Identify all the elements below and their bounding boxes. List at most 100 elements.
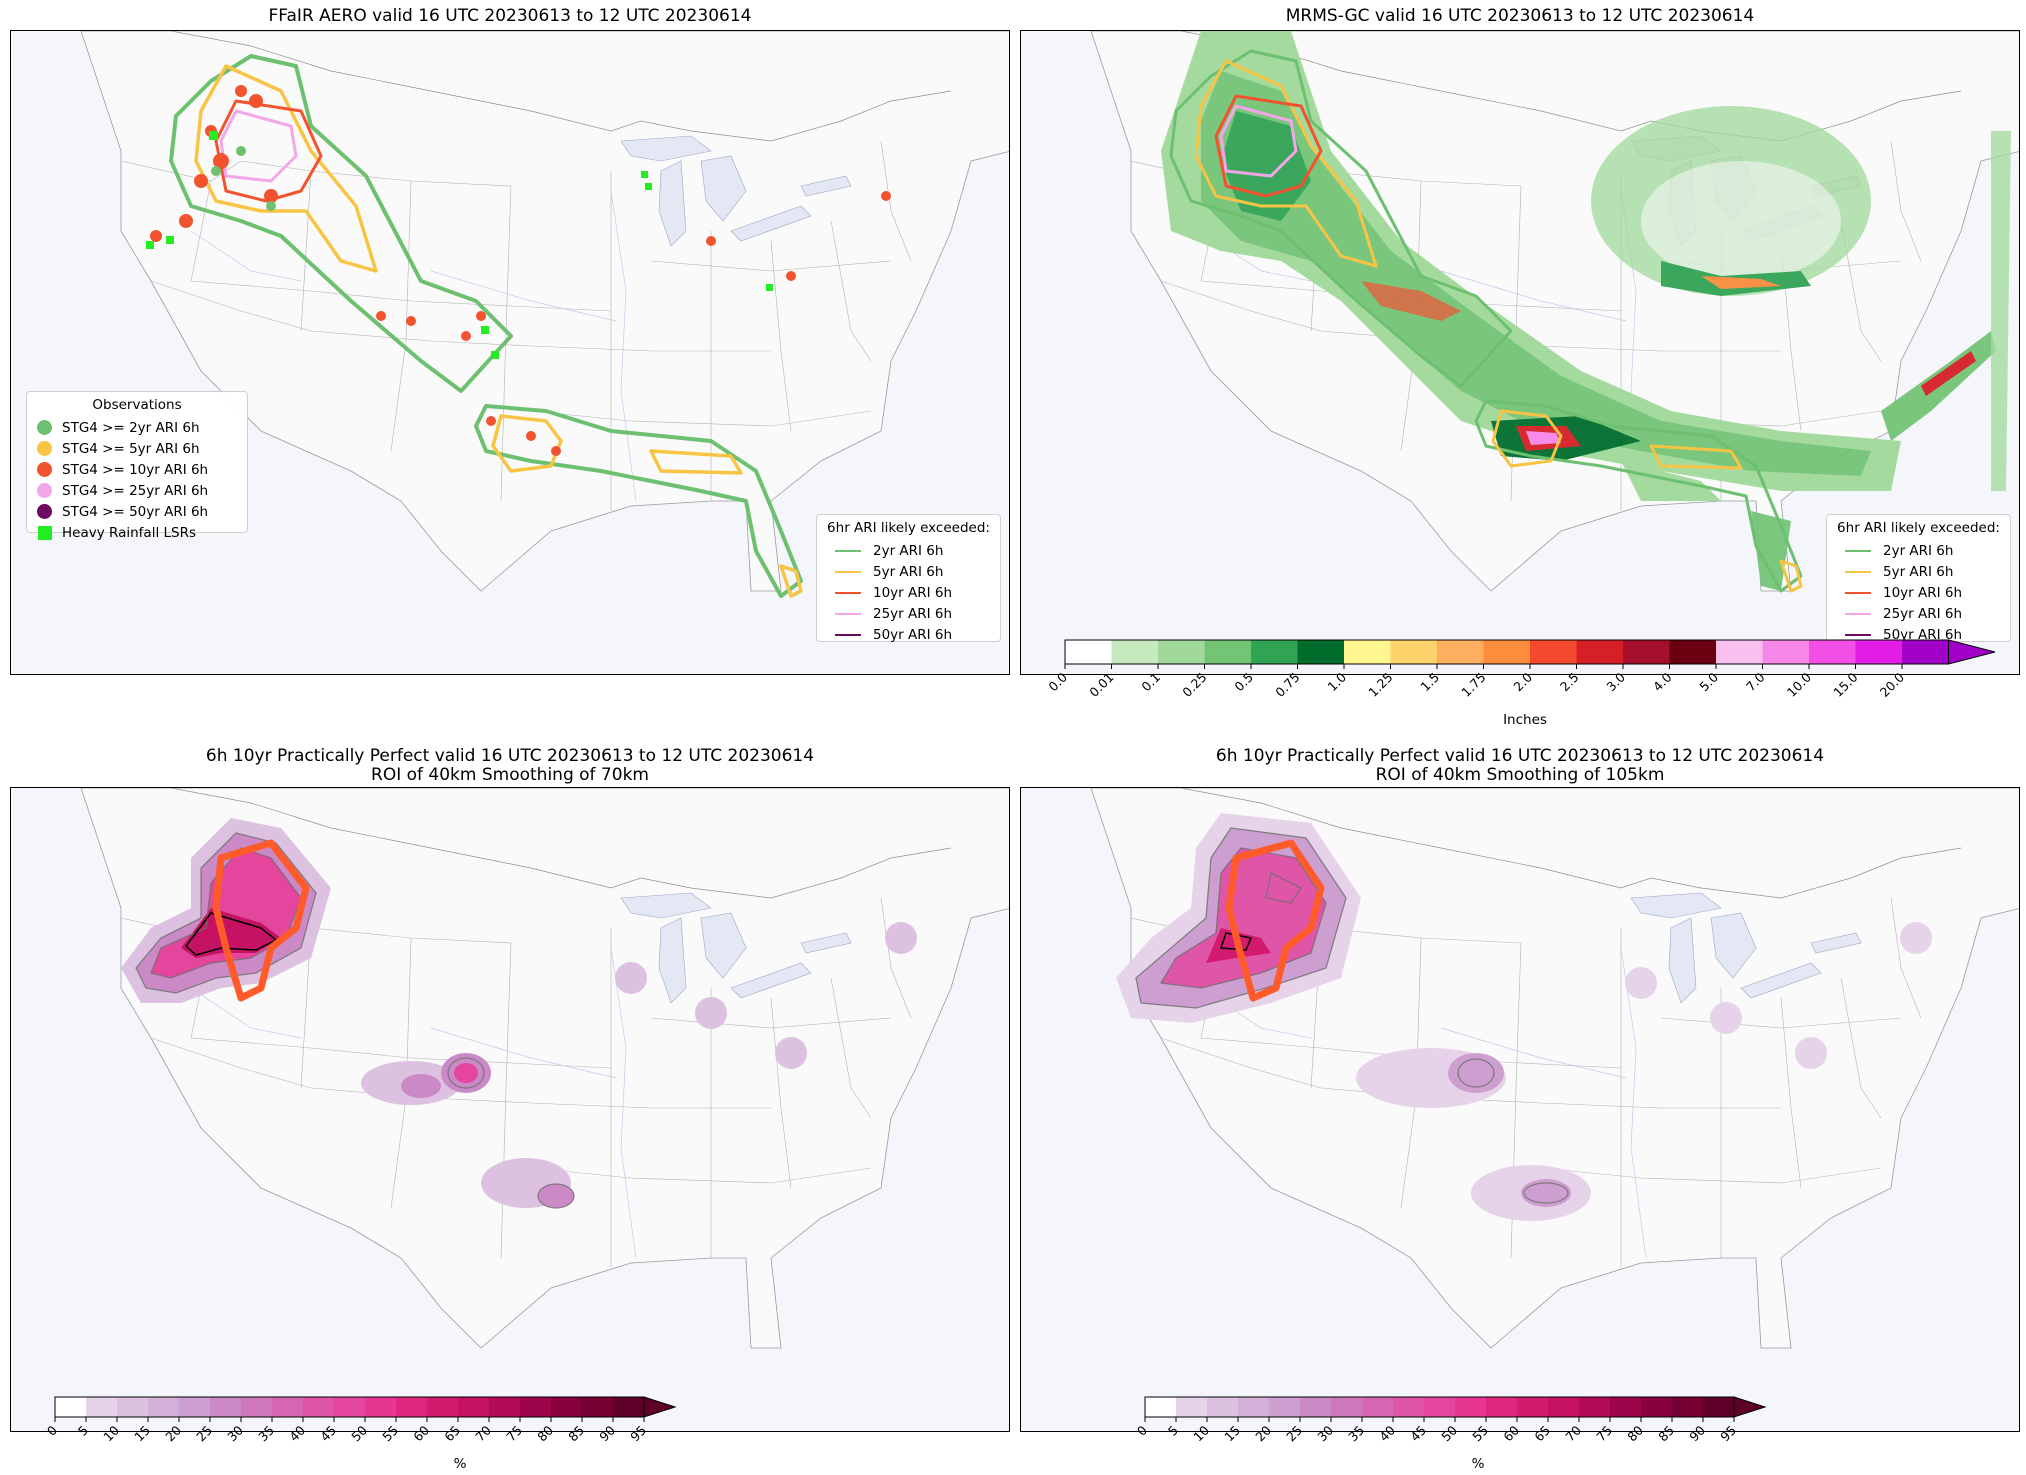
legend-label: STG4 >= 25yr ARI 6h <box>62 482 209 499</box>
colorbar-extend-arrow <box>1733 1396 1767 1418</box>
outlook-10yr-contours <box>1214 94 1323 198</box>
colorbar-segment <box>179 1397 210 1417</box>
obs-10yr-points <box>150 85 891 456</box>
colorbar-tick-label: 15 <box>131 1423 153 1445</box>
circle-icon <box>37 441 52 456</box>
colorbar-tick-label: 1.0 <box>1324 669 1349 694</box>
ari-legend: 6hr ARI likely exceeded: 2yr ARI 6h 5yr … <box>816 514 1001 643</box>
colorbar-tick-label: 75 <box>1593 1423 1615 1445</box>
colorbar-segment <box>1641 1397 1672 1417</box>
colorbar-tick-label: 25 <box>1283 1423 1305 1445</box>
legend-label: 2yr ARI 6h <box>873 542 944 559</box>
colorbar-tick-label: 85 <box>565 1423 587 1445</box>
colorbar-segment <box>1517 1397 1548 1417</box>
colorbar-outline <box>1144 1396 1735 1418</box>
line-icon <box>835 591 861 594</box>
line-icon <box>835 570 861 573</box>
colorbar-segment <box>1207 1397 1238 1417</box>
legend-title: 6hr ARI likely exceeded: <box>1837 520 2000 536</box>
colorbar-segment <box>1703 1397 1734 1417</box>
colorbar-tick-label: 35 <box>255 1423 277 1445</box>
colorbar-segment <box>1297 640 1344 664</box>
colorbar-segment <box>1269 1397 1300 1417</box>
line-icon <box>1845 549 1871 552</box>
colorbar-segment <box>1483 640 1530 664</box>
colorbar-tick-label: 35 <box>1345 1423 1367 1445</box>
map-panel-ffair: Observations STG4 >= 2yr ARI 6h STG4 >= … <box>10 30 1010 675</box>
colorbar-label: % <box>1471 1456 1485 1472</box>
colorbar-segment <box>1437 640 1484 664</box>
line-icon <box>1845 633 1871 636</box>
colorbar-tick-label: 20.0 <box>1877 669 1907 699</box>
colorbar-segment <box>489 1397 520 1417</box>
colorbar-tick-label: 20 <box>162 1422 184 1444</box>
legend-title: 6hr ARI likely exceeded: <box>827 520 990 536</box>
colorbar-extend-arrow <box>1948 639 1996 665</box>
colorbar-segment <box>1576 640 1623 664</box>
colorbar-segment <box>148 1397 179 1417</box>
outlook-25yr-contours <box>219 109 298 183</box>
line-icon <box>835 549 861 552</box>
colorbar-tick-label: 10.0 <box>1784 669 1814 699</box>
panel-title: MRMS-GC valid 16 UTC 20230613 to 12 UTC … <box>1285 6 1755 26</box>
colorbar-segment <box>1762 640 1809 664</box>
colorbar-segment <box>1669 640 1716 664</box>
precip-field <box>1161 31 2011 591</box>
colorbar-tick-label: 55 <box>379 1423 401 1445</box>
colorbar-segment <box>1204 640 1251 664</box>
lsr-squares <box>146 131 773 359</box>
colorbar-segment <box>86 1397 117 1417</box>
colorbar-tick-label: 65 <box>441 1423 463 1445</box>
outlook-25yr-contours <box>1219 104 1298 178</box>
panel-title: FFaIR AERO valid 16 UTC 20230613 to 12 U… <box>268 6 752 26</box>
colorbar-segment <box>55 1397 86 1417</box>
circle-icon <box>37 420 52 435</box>
colorbar-tick-label: 25 <box>193 1423 215 1445</box>
colorbar-tick-label: 3.0 <box>1603 669 1628 694</box>
precip-colorbar: 0.0 0.01 0.1 0.25 0.5 0.75 1.0 1.25 1.5 1.75 2.0 2.… <box>1045 639 1996 700</box>
legend-label: STG4 >= 10yr ARI 6h <box>62 461 209 478</box>
map-canvas <box>1021 31 2019 674</box>
outlook-10yr-contours <box>214 99 323 203</box>
line-icon <box>1845 591 1871 594</box>
colorbar-segment <box>1716 640 1763 664</box>
colorbar-tick-label: 95 <box>1717 1423 1739 1445</box>
colorbar-segment <box>1902 640 1949 664</box>
colorbar-segment <box>1486 1397 1517 1417</box>
legend-label: 50yr ARI 6h <box>873 626 953 643</box>
colorbar-tick-label: 45 <box>1407 1423 1429 1445</box>
colorbar-segment <box>272 1397 303 1417</box>
colorbar-tick-label: 50 <box>1438 1422 1460 1444</box>
colorbar-tick-label: 5 <box>1165 1423 1181 1439</box>
colorbar-tick-label: 80 <box>534 1422 556 1444</box>
colorbar-tick-label: 7.0 <box>1743 669 1768 694</box>
probability-colorbar: 0 5 10 15 20 25 30 35 40 45 50 55 60 65 70 75 80 85 90 95 <box>1134 1396 1767 1445</box>
colorbar-segment <box>520 1397 551 1417</box>
outlook-2yr-contours <box>1169 49 1803 593</box>
colorbar-tick-label: 30 <box>1314 1422 1336 1444</box>
square-icon <box>38 525 52 540</box>
colorbar-segment <box>1424 1397 1455 1417</box>
line-icon <box>1845 612 1871 615</box>
colorbar-segment <box>1176 1397 1207 1417</box>
legend-label: 25yr ARI 6h <box>873 605 953 622</box>
colorbar-tick-label: 5.0 <box>1696 669 1721 694</box>
colorbar-outline <box>1064 639 1949 665</box>
colorbar-tick-label: 15 <box>1221 1423 1243 1445</box>
colorbar-segment <box>334 1397 365 1417</box>
colorbar-segment <box>1809 640 1856 664</box>
colorbar-tick-label: 2.5 <box>1557 670 1582 695</box>
outlook-10yr-outline <box>1225 839 1325 1002</box>
colorbar-tick-label: 85 <box>1655 1423 1677 1445</box>
map-canvas <box>11 31 1009 674</box>
black-contours <box>1219 932 1253 951</box>
legend-label: STG4 >= 5yr ARI 6h <box>62 440 200 457</box>
colorbar-tick-label: 40 <box>1376 1422 1398 1444</box>
colorbar-segment <box>1300 1397 1331 1417</box>
colorbar-segment <box>210 1397 241 1417</box>
line-icon <box>835 633 861 636</box>
colorbar-segment <box>1623 640 1670 664</box>
colorbar-segment <box>1145 1397 1176 1417</box>
line-icon <box>835 612 861 615</box>
circle-icon <box>37 504 52 519</box>
